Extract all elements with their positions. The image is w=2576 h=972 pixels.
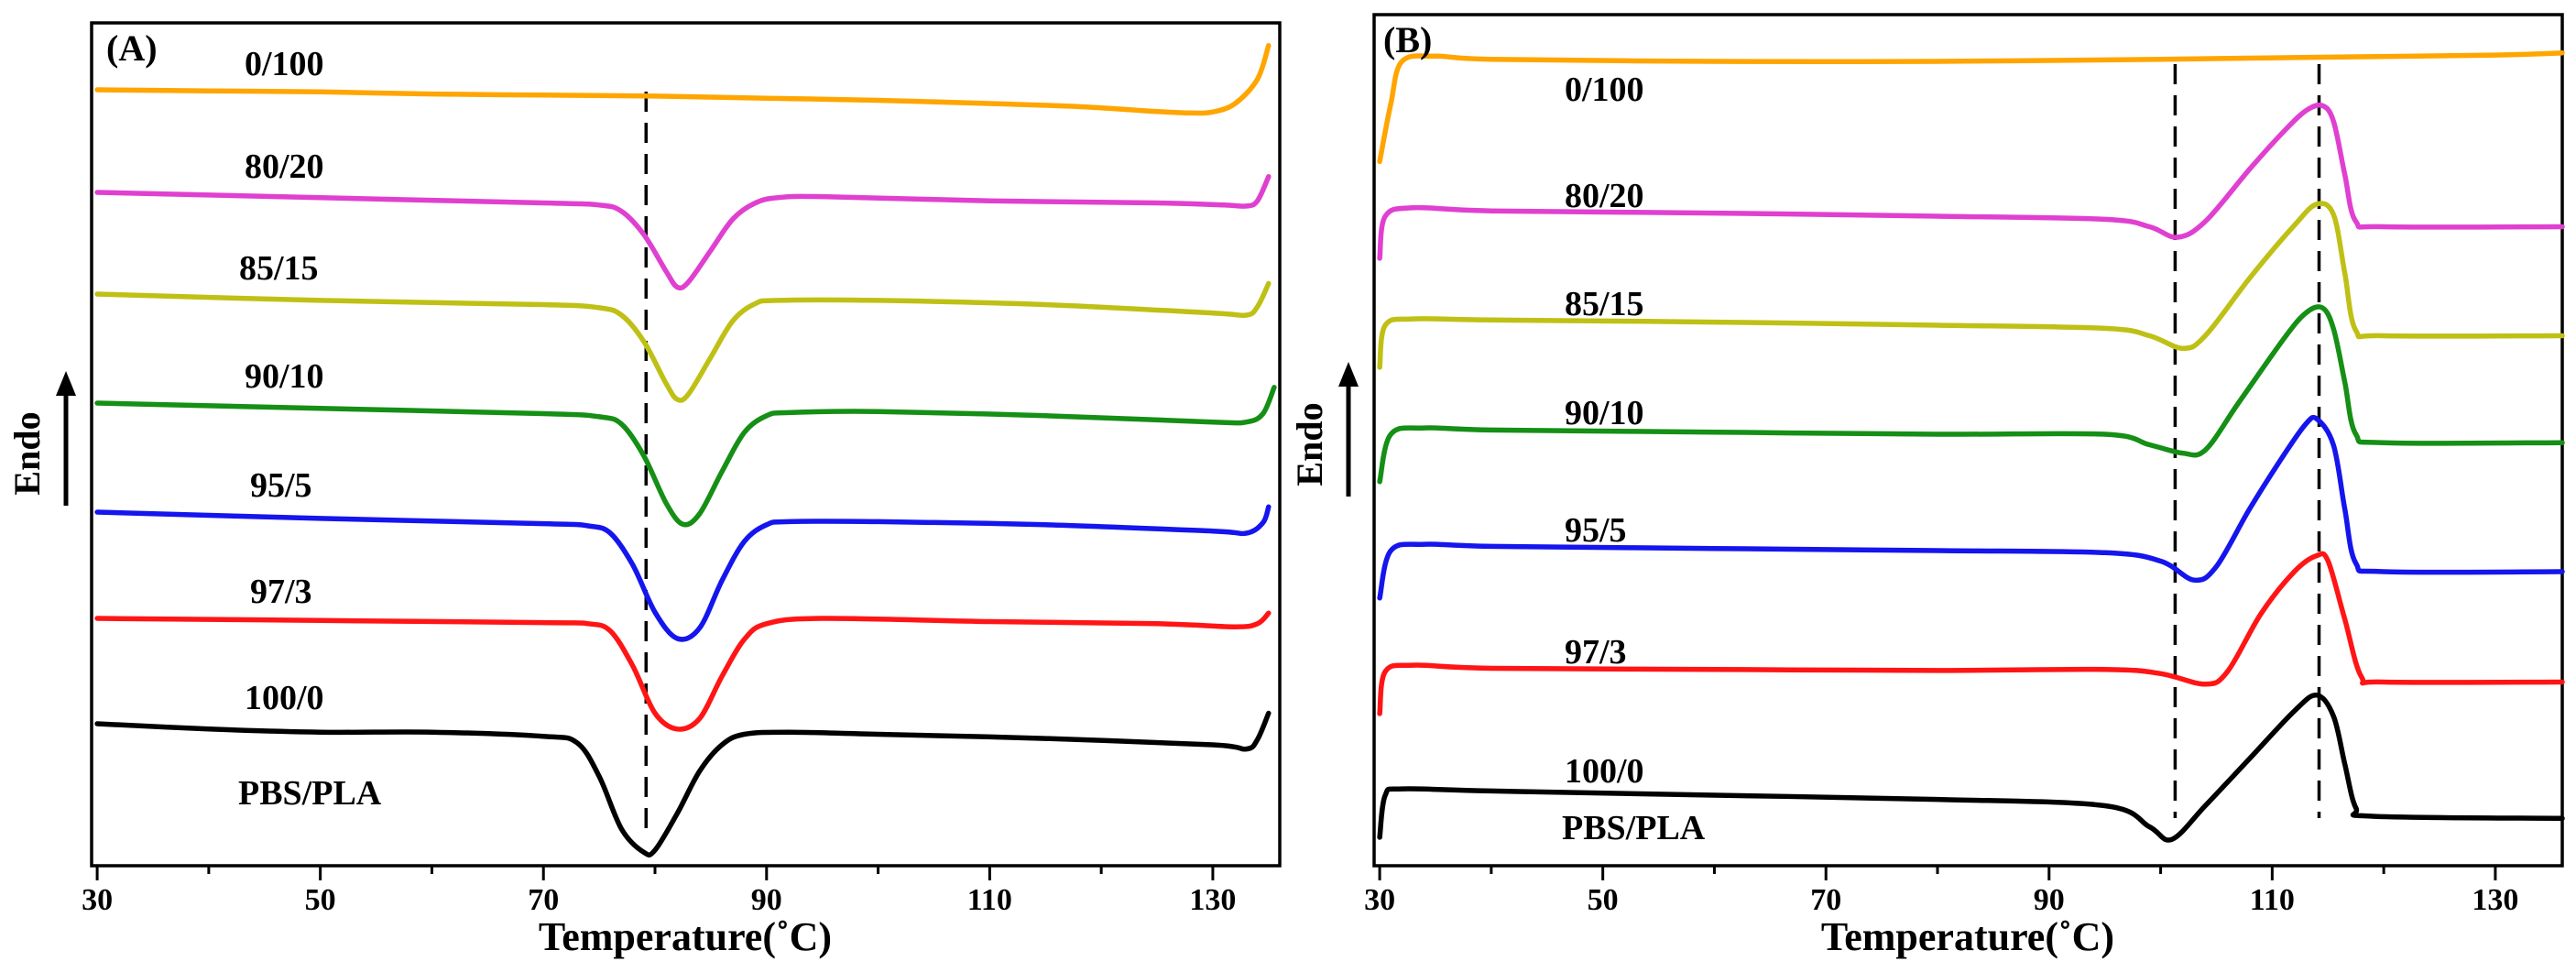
x-tick-label: 110 bbox=[2250, 883, 2295, 917]
x-tick-label: 130 bbox=[1189, 883, 1236, 917]
series-label-0-100: 0/100 bbox=[1565, 71, 1644, 109]
up-arrow-icon bbox=[1338, 362, 1359, 387]
series-label-0-100: 0/100 bbox=[245, 45, 324, 83]
panel-b-x-axis-label: Temperature(˚C) bbox=[1821, 914, 2114, 959]
series-curve-85-15 bbox=[94, 280, 1272, 403]
series-curve-0-100 bbox=[94, 42, 1272, 116]
panel-a-label: (A) bbox=[106, 27, 158, 69]
series-label-90-10: 90/10 bbox=[1565, 394, 1644, 432]
series-curve-85-15 bbox=[1377, 201, 2565, 370]
series-label-97-3: 97/3 bbox=[1565, 633, 1627, 672]
series-label-95-5: 95/5 bbox=[250, 466, 312, 505]
x-tick-label: 110 bbox=[967, 883, 1012, 917]
panel-b-label: (B) bbox=[1383, 19, 1432, 60]
panel-a-series-labels: 0/100 80/20 85/15 90/10 95/5 97/3 100/0 bbox=[239, 45, 324, 717]
series-curve-90-10 bbox=[94, 385, 1277, 528]
x-tick-label: 30 bbox=[82, 883, 113, 917]
up-arrow-icon bbox=[56, 371, 76, 396]
series-label-80-20: 80/20 bbox=[245, 147, 324, 186]
series-label-80-20: 80/20 bbox=[1565, 177, 1644, 215]
series-curve-90-10 bbox=[1377, 304, 2565, 485]
panel-b-y-axis: Endo bbox=[1289, 362, 1359, 497]
panel-b-y-axis-label: Endo bbox=[1289, 402, 1330, 486]
panel-a-x-ticks: 30 50 70 90 110 130 bbox=[82, 866, 1236, 917]
series-curve-97-3 bbox=[94, 610, 1272, 732]
panel-b-annotation: PBS/PLA bbox=[1562, 809, 1706, 847]
x-tick-label: 50 bbox=[1588, 883, 1619, 917]
series-label-85-15: 85/15 bbox=[239, 249, 319, 288]
x-tick-label: 90 bbox=[751, 883, 782, 917]
panel-b-curves bbox=[1377, 50, 2565, 843]
series-label-90-10: 90/10 bbox=[245, 357, 324, 396]
x-tick-label: 30 bbox=[1364, 883, 1395, 917]
series-curve-80-20 bbox=[94, 174, 1272, 291]
series-label-85-15: 85/15 bbox=[1565, 285, 1644, 323]
x-tick-label: 70 bbox=[1810, 883, 1841, 917]
panel-b: 30 50 70 90 110 130 0/100 80/20 85/15 90/10 95/5 9… bbox=[1289, 13, 2565, 959]
series-label-100-0: 100/0 bbox=[245, 679, 324, 717]
series-curve-100-0 bbox=[94, 710, 1272, 857]
panel-b-reference-lines bbox=[2173, 64, 2321, 818]
series-curve-95-5 bbox=[94, 504, 1272, 642]
series-curve-95-5 bbox=[1377, 414, 2565, 601]
x-tick-label: 50 bbox=[305, 883, 336, 917]
panel-b-series-labels: 0/100 80/20 85/15 90/10 95/5 97/3 100/0 bbox=[1565, 71, 1644, 791]
x-tick-label: 130 bbox=[2472, 883, 2518, 917]
series-curve-100-0 bbox=[1377, 693, 2565, 843]
series-label-97-3: 97/3 bbox=[250, 573, 312, 611]
panel-a-curves bbox=[94, 42, 1277, 857]
series-curve-0-100 bbox=[1377, 50, 2565, 165]
panel-b-x-ticks: 30 50 70 90 110 130 bbox=[1364, 866, 2518, 917]
panel-a-x-axis-label: Temperature(˚C) bbox=[539, 914, 832, 959]
panel-a-annotation: PBS/PLA bbox=[238, 774, 382, 813]
x-tick-label: 90 bbox=[2034, 883, 2065, 917]
panel-a-y-axis-label: Endo bbox=[6, 411, 48, 495]
series-curve-80-20 bbox=[1377, 102, 2565, 261]
panel-a-frame bbox=[90, 21, 1282, 868]
series-label-100-0: 100/0 bbox=[1565, 752, 1644, 791]
x-tick-label: 70 bbox=[528, 883, 559, 917]
series-label-95-5: 95/5 bbox=[1565, 511, 1627, 550]
series-curve-97-3 bbox=[1377, 551, 2565, 716]
panel-a: 30 50 70 90 110 130 0/100 80/20 85/15 90/10 95/5 9… bbox=[6, 21, 1282, 959]
panel-a-y-axis: Endo bbox=[6, 371, 76, 506]
